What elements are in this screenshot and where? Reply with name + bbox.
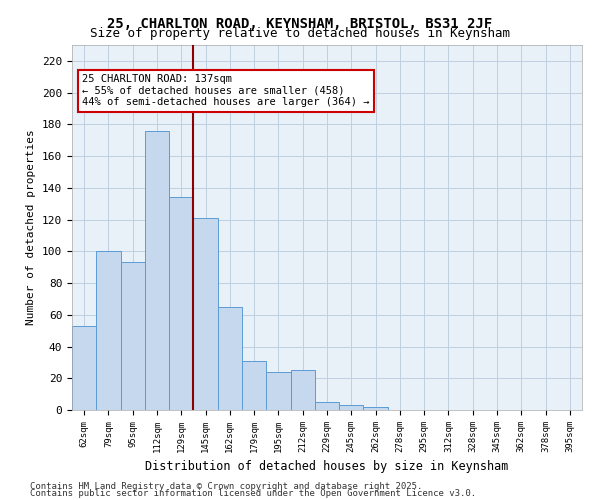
Bar bbox=[169, 198, 193, 410]
Bar bbox=[121, 262, 145, 410]
Bar bbox=[145, 130, 169, 410]
Y-axis label: Number of detached properties: Number of detached properties bbox=[26, 130, 37, 326]
Bar bbox=[266, 372, 290, 410]
Text: 25, CHARLTON ROAD, KEYNSHAM, BRISTOL, BS31 2JF: 25, CHARLTON ROAD, KEYNSHAM, BRISTOL, BS… bbox=[107, 18, 493, 32]
Bar bbox=[218, 307, 242, 410]
X-axis label: Distribution of detached houses by size in Keynsham: Distribution of detached houses by size … bbox=[145, 460, 509, 473]
Text: Contains public sector information licensed under the Open Government Licence v3: Contains public sector information licen… bbox=[30, 488, 476, 498]
Bar bbox=[96, 252, 121, 410]
Bar bbox=[242, 361, 266, 410]
Text: Size of property relative to detached houses in Keynsham: Size of property relative to detached ho… bbox=[90, 28, 510, 40]
Text: 25 CHARLTON ROAD: 137sqm
← 55% of detached houses are smaller (458)
44% of semi-: 25 CHARLTON ROAD: 137sqm ← 55% of detach… bbox=[82, 74, 370, 108]
Text: Contains HM Land Registry data © Crown copyright and database right 2025.: Contains HM Land Registry data © Crown c… bbox=[30, 482, 422, 491]
Bar bbox=[339, 405, 364, 410]
Bar bbox=[364, 407, 388, 410]
Bar bbox=[290, 370, 315, 410]
Bar bbox=[315, 402, 339, 410]
Bar bbox=[72, 326, 96, 410]
Bar bbox=[193, 218, 218, 410]
